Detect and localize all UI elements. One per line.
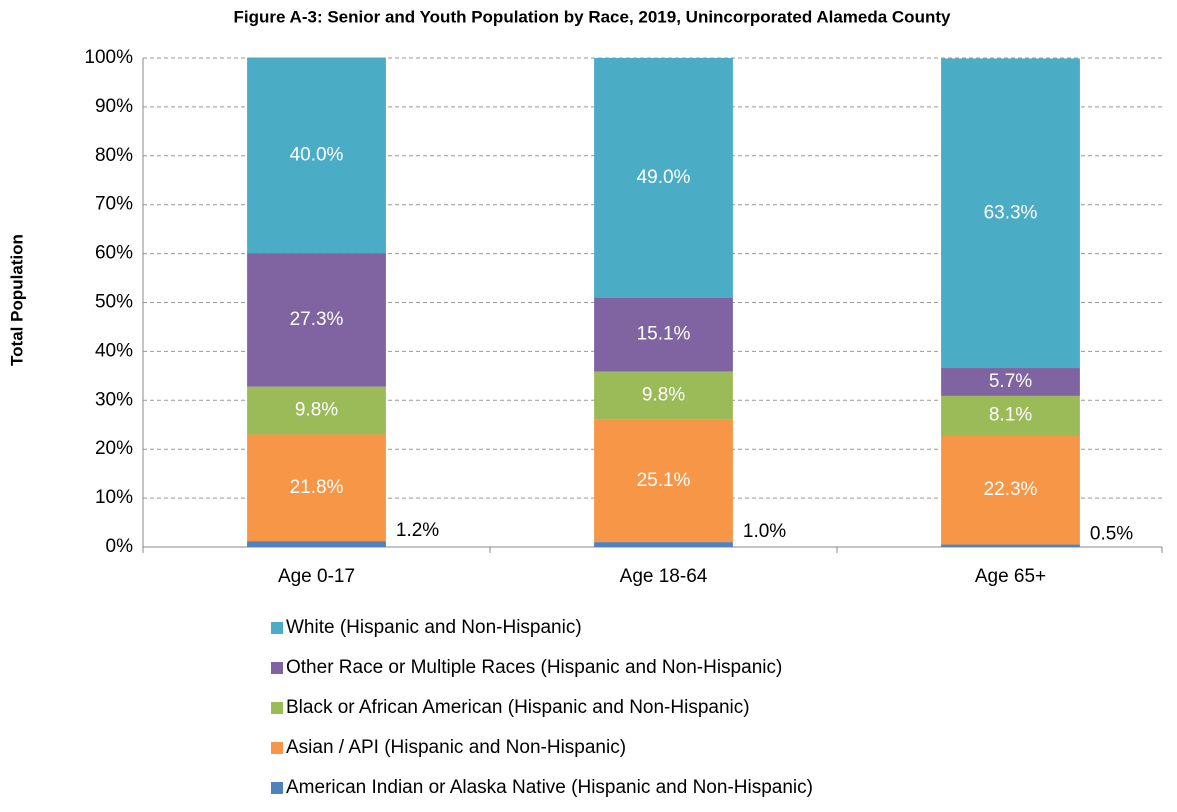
legend-label: Black or African American (Hispanic and … [286, 697, 750, 718]
x-tick-label: Age 0-17 [278, 566, 355, 587]
y-tick-label: 100% [84, 47, 133, 68]
legend-label: Asian / API (Hispanic and Non-Hispanic) [286, 737, 626, 758]
y-tick-label: 40% [95, 340, 133, 361]
legend-label: Other Race or Multiple Races (Hispanic a… [286, 657, 782, 678]
data-label: 25.1% [637, 470, 691, 491]
data-label: 40.0% [290, 144, 344, 165]
bar-segment [941, 368, 1080, 396]
legend-label: White (Hispanic and Non-Hispanic) [286, 617, 582, 638]
bar-segment [594, 371, 733, 420]
bar-segment [594, 297, 733, 372]
x-tick-label: Age 18-64 [620, 566, 708, 587]
y-tick-label: 30% [95, 389, 133, 410]
legend-swatch [271, 702, 283, 714]
bar-segment [941, 395, 1080, 436]
bar-segment [941, 544, 1080, 547]
data-label: 22.3% [984, 479, 1038, 500]
bar-segment [247, 57, 386, 254]
data-label: 0.5% [1090, 524, 1133, 545]
data-label: 27.3% [290, 309, 344, 330]
bar-segment [594, 542, 733, 547]
legend-swatch [271, 782, 283, 794]
bar-segment [941, 58, 1080, 369]
data-label: 1.0% [743, 521, 786, 542]
legend-swatch [271, 662, 283, 674]
y-tick-label: 70% [95, 194, 133, 215]
legend-swatch [271, 742, 283, 754]
bar-segment [594, 419, 733, 543]
x-tick-label: Age 65+ [975, 566, 1046, 587]
data-label: 5.7% [989, 371, 1032, 392]
data-label: 9.8% [295, 400, 338, 421]
data-label: 1.2% [396, 520, 439, 541]
data-label: 9.8% [642, 384, 685, 405]
y-tick-label: 50% [95, 292, 133, 313]
y-tick-label: 10% [95, 487, 133, 508]
bar-segment [247, 253, 386, 387]
y-tick-label: 0% [106, 536, 134, 557]
chart-title: Figure A-3: Senior and Youth Population … [234, 7, 951, 26]
y-tick-label: 60% [95, 243, 133, 264]
bar-segment [594, 58, 733, 298]
legend-swatch [271, 622, 283, 634]
bar-segment [247, 434, 386, 542]
bar-segment [247, 541, 386, 547]
y-tick-label: 20% [95, 438, 133, 459]
bar-segment [247, 386, 386, 435]
data-label: 49.0% [637, 167, 691, 188]
y-axis-label: Total Population [7, 234, 26, 366]
y-tick-label: 80% [95, 145, 133, 166]
data-label: 21.8% [290, 477, 344, 498]
legend-label: American Indian or Alaska Native (Hispan… [286, 777, 813, 798]
data-label: 15.1% [637, 324, 691, 345]
bar-segment [941, 435, 1080, 545]
y-tick-label: 90% [95, 96, 133, 117]
data-label: 8.1% [989, 405, 1032, 426]
data-label: 63.3% [984, 202, 1038, 223]
